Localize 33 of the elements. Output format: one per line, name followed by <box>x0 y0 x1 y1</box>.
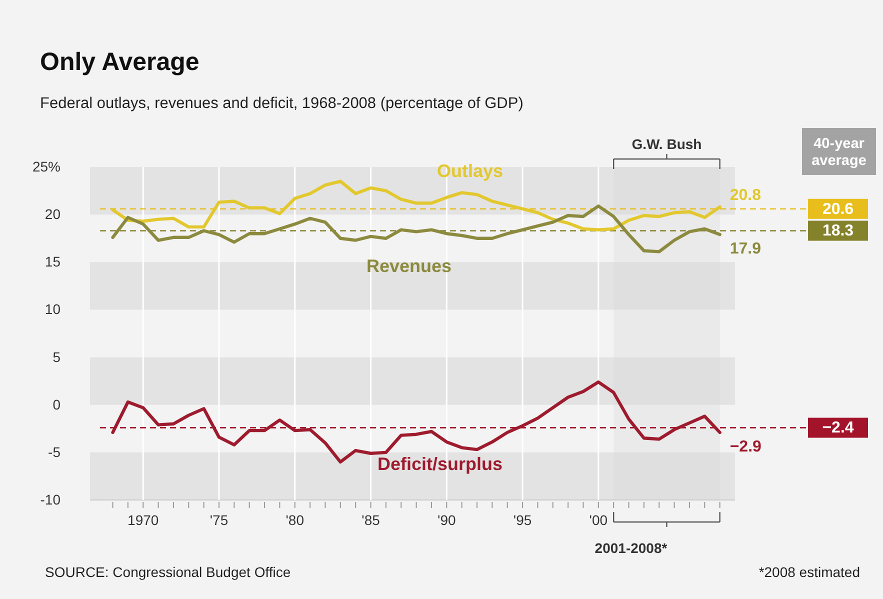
source-note: SOURCE: Congressional Budget Office <box>45 564 291 580</box>
x-tick-label: '00 <box>589 512 608 528</box>
series-label: Outlays <box>436 161 504 181</box>
text: 2001-2008* <box>594 540 668 556</box>
data-label: −2.9 <box>730 438 762 456</box>
y-tick-label: -10 <box>40 492 61 508</box>
ref-line-label: −2.4 <box>822 420 854 437</box>
x-tick-label: '85 <box>362 512 380 528</box>
y-tick-label: -5 <box>48 444 61 460</box>
y-tick-label: 15 <box>44 254 61 270</box>
text: *2008 estimated <box>758 564 860 580</box>
line-series <box>111 180 722 232</box>
line-series <box>111 204 722 254</box>
ref-line-label: 18.3 <box>822 222 854 240</box>
chart-title: Only Average <box>40 48 200 76</box>
x-tick-label: '95 <box>513 512 532 528</box>
series-label: Revenues <box>366 256 452 276</box>
text: 40-year average <box>812 136 866 169</box>
y-tick-label: 5 <box>52 348 61 365</box>
chart-subtitle: Federal outlays, revenues and deficit, 1968-2008 (percentage of GDP) <box>40 95 524 112</box>
y-tick-label: 20 <box>44 206 61 222</box>
series-label: Deficit/surplus <box>377 454 503 474</box>
ref-line-label: 20.6 <box>822 200 854 218</box>
x-tick-label: '80 <box>286 512 304 528</box>
x-tick-label: 1970 <box>128 512 159 528</box>
data-label: 17.9 <box>730 240 762 258</box>
band-label: G.W. Bush <box>632 136 702 152</box>
y-tick-label: 25% <box>32 158 60 174</box>
y-tick-label: 10 <box>44 301 61 318</box>
x-tick-label: '75 <box>210 512 228 528</box>
x-tick-label: '90 <box>438 512 456 528</box>
y-tick-label: 0 <box>52 396 61 412</box>
data-label: 20.8 <box>730 186 762 204</box>
